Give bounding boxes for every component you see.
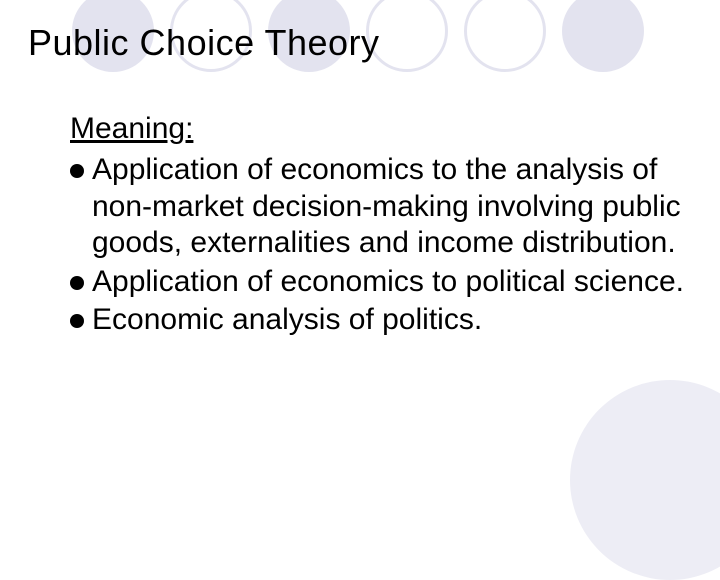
bullet-marker-icon bbox=[70, 276, 84, 290]
bullet-marker-icon bbox=[70, 314, 84, 328]
slide-subtitle: Meaning: bbox=[70, 112, 692, 146]
bullet-text: Economic analysis of politics. bbox=[92, 302, 482, 339]
bullet-item: Application of economics to the analysis… bbox=[70, 152, 692, 262]
bullet-text: Application of economics to political sc… bbox=[92, 264, 684, 301]
bullet-list: Application of economics to the analysis… bbox=[70, 152, 692, 339]
bullet-item: Economic analysis of politics. bbox=[70, 302, 692, 339]
bullet-item: Application of economics to political sc… bbox=[70, 264, 692, 301]
bullet-marker-icon bbox=[70, 164, 84, 178]
bullet-text: Application of economics to the analysis… bbox=[92, 152, 692, 262]
slide-content: Public Choice Theory Meaning: Applicatio… bbox=[0, 0, 720, 339]
slide-title: Public Choice Theory bbox=[28, 22, 692, 64]
decorative-circle bbox=[570, 380, 720, 580]
